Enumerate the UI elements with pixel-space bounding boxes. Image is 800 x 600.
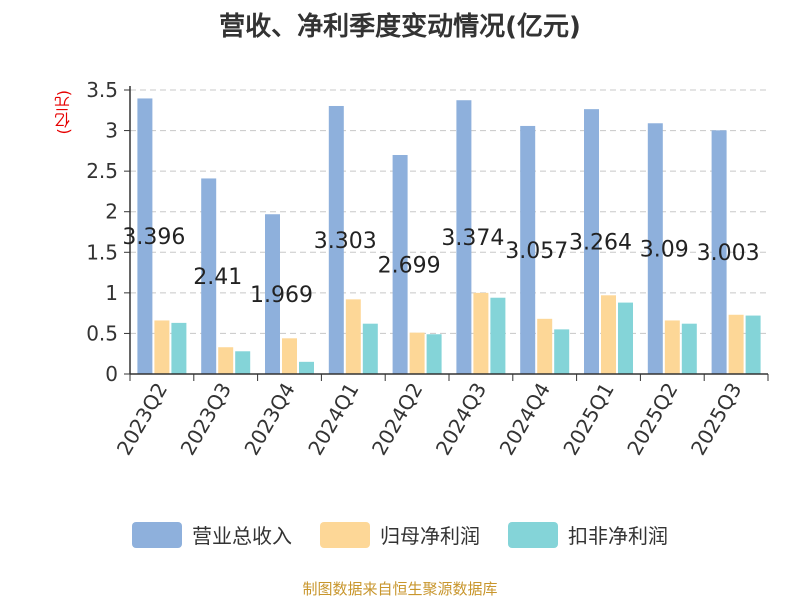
legend-swatch-revenue [132, 521, 182, 548]
bars [137, 98, 761, 375]
data-label: 1.969 [250, 283, 313, 308]
bar-deducted-profit[interactable] [681, 323, 697, 374]
data-label: 3.374 [441, 226, 504, 251]
bar-deducted-profit[interactable] [745, 315, 761, 374]
bar-revenue[interactable] [647, 123, 663, 374]
x-tick-label: 2024Q2 [367, 379, 427, 460]
bar-net-profit[interactable] [409, 332, 425, 374]
legend-item-net-profit[interactable]: 归母净利润 [320, 520, 480, 549]
bar-revenue[interactable] [137, 98, 153, 375]
bar-deducted-profit[interactable] [426, 334, 442, 374]
y-tick-label: 3.5 [86, 78, 118, 102]
x-tick-label: 2025Q1 [558, 379, 618, 460]
y-tick-label: 2 [105, 200, 118, 224]
bar-deducted-profit[interactable] [299, 361, 314, 374]
chart-title: 营收、净利季度变动情况(亿元) [219, 12, 581, 42]
bar-net-profit[interactable] [282, 338, 297, 374]
legend-label-deducted-profit: 扣非净利润 [568, 524, 668, 548]
bar-revenue[interactable] [392, 154, 408, 374]
bar-deducted-profit[interactable] [618, 302, 633, 374]
bar-net-profit[interactable] [218, 347, 234, 374]
grid-lines [130, 89, 768, 334]
data-label: 3.264 [569, 231, 632, 256]
bar-revenue[interactable] [584, 109, 599, 374]
bar-revenue[interactable] [711, 130, 727, 374]
x-tick-label: 2024Q3 [431, 379, 491, 460]
data-label: 3.057 [505, 239, 568, 264]
data-label: 2.41 [193, 265, 242, 290]
y-tick-label: 2.5 [86, 159, 118, 183]
legend-item-deducted-profit[interactable]: 扣非净利润 [508, 520, 668, 549]
legend-label-revenue: 营业总收入 [192, 524, 292, 548]
bar-net-profit[interactable] [601, 295, 616, 374]
bar-deducted-profit[interactable] [171, 322, 187, 374]
bar-revenue[interactable] [265, 214, 280, 374]
y-tick-label: 1.5 [86, 240, 118, 264]
x-tick-label: 2024Q4 [495, 379, 555, 460]
bar-revenue[interactable] [520, 125, 536, 374]
data-label: 3.003 [697, 241, 760, 266]
bar-net-profit[interactable] [154, 320, 170, 374]
bar-deducted-profit[interactable] [362, 323, 378, 374]
bar-deducted-profit[interactable] [235, 351, 251, 374]
y-tick-label: 0 [105, 362, 118, 386]
bar-revenue[interactable] [456, 100, 472, 374]
legend-label-net-profit: 归母净利润 [380, 524, 480, 548]
bar-net-profit[interactable] [537, 318, 553, 374]
legend-swatch-net-profit [320, 521, 370, 548]
bar-deducted-profit[interactable] [490, 297, 506, 374]
bar-net-profit[interactable] [473, 292, 489, 374]
legend-item-revenue[interactable]: 营业总收入 [132, 520, 292, 549]
x-tick-label: 2025Q3 [686, 379, 746, 460]
data-label: 3.396 [122, 225, 185, 250]
data-label: 2.699 [378, 253, 441, 278]
bar-revenue[interactable] [328, 105, 344, 375]
y-tick-label: 1 [105, 281, 118, 305]
x-tick-label: 2025Q2 [622, 379, 682, 460]
y-tick-label: 3 [105, 119, 118, 143]
x-tick-label: 2023Q4 [239, 379, 299, 460]
source-note: 制图数据来自恒生聚源数据库 [302, 580, 498, 598]
bar-deducted-profit[interactable] [554, 329, 570, 374]
x-tick-label: 2023Q3 [176, 379, 236, 460]
bar-net-profit[interactable] [664, 320, 680, 374]
legend: 营业总收入 归母净利润 扣非净利润 [0, 520, 800, 549]
x-tick-label: 2023Q2 [112, 379, 172, 460]
legend-swatch-deducted-profit [508, 521, 558, 548]
bar-revenue[interactable] [201, 178, 217, 374]
data-label: 3.303 [314, 229, 377, 254]
bar-net-profit[interactable] [345, 299, 361, 374]
y-tick-label: 0.5 [86, 321, 118, 345]
x-axis: 2023Q2 2023Q3 2023Q4 2024Q1 2024Q2 2024Q3 2024… [112, 373, 769, 460]
data-label: 3.09 [640, 238, 689, 263]
bar-net-profit[interactable] [728, 314, 744, 374]
y-axis: 0 0.5 1 1.5 2 2.5 3 3.5 [86, 78, 131, 386]
x-tick-label: 2024Q1 [303, 379, 363, 460]
